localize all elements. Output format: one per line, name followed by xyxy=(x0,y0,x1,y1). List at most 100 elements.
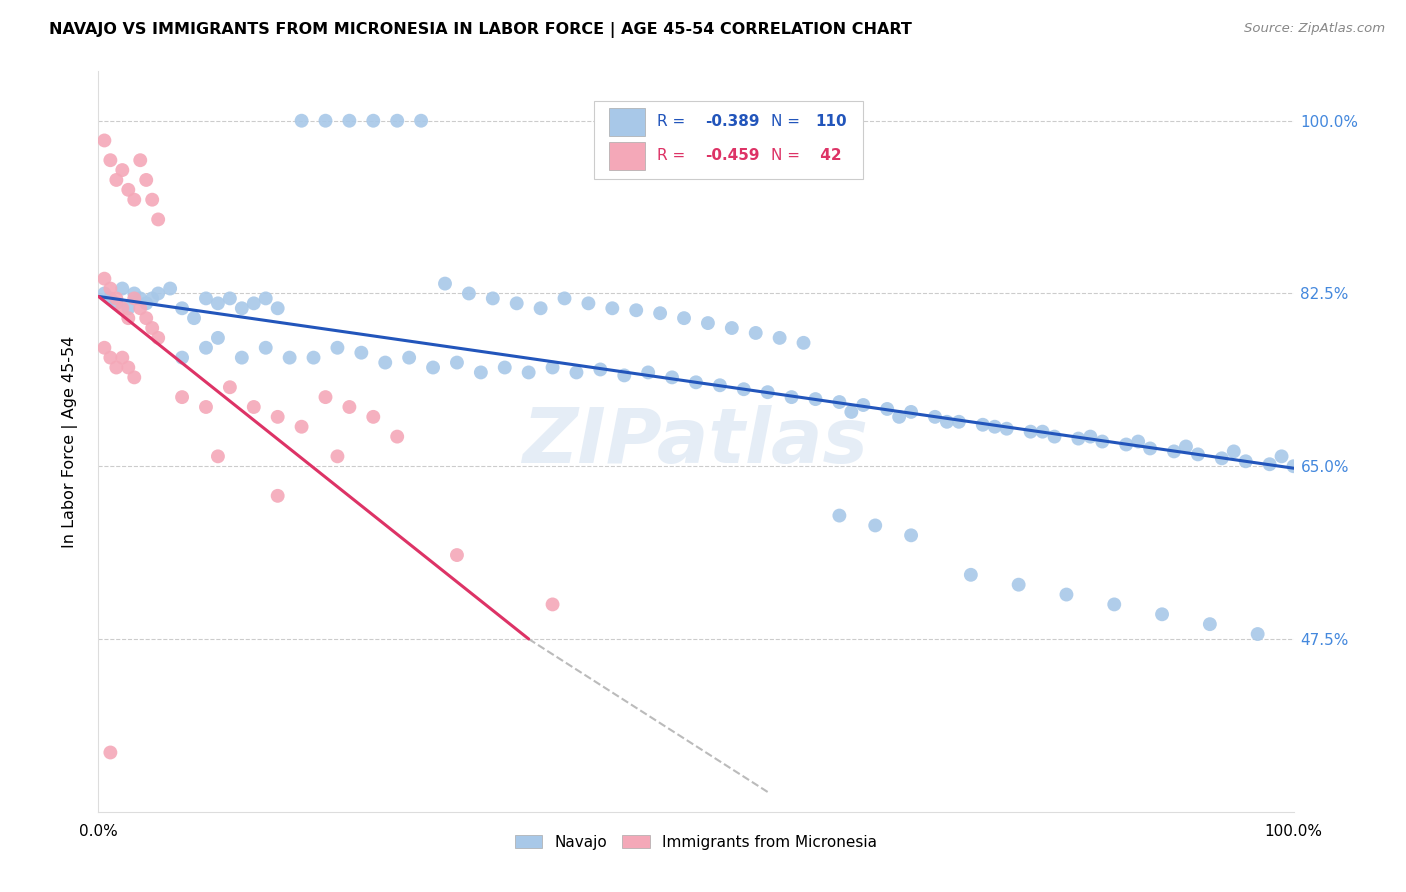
Point xyxy=(135,311,157,326)
Text: 110: 110 xyxy=(815,114,846,129)
Point xyxy=(326,450,349,464)
Point xyxy=(865,518,887,533)
Point xyxy=(673,311,696,326)
Point xyxy=(1271,450,1294,464)
Point xyxy=(1091,434,1114,449)
Text: R =: R = xyxy=(657,114,690,129)
Point xyxy=(135,173,157,187)
Point xyxy=(315,113,337,128)
Point xyxy=(135,296,157,310)
Point xyxy=(828,395,851,409)
Point xyxy=(254,341,277,355)
Point xyxy=(93,271,115,285)
Point xyxy=(541,360,564,375)
Text: N =: N = xyxy=(772,148,806,163)
FancyBboxPatch shape xyxy=(595,101,863,178)
Point xyxy=(111,163,134,178)
Point xyxy=(129,153,152,168)
Point xyxy=(315,390,337,404)
Point xyxy=(494,360,516,375)
Legend: Navajo, Immigrants from Micronesia: Navajo, Immigrants from Micronesia xyxy=(509,829,883,856)
Point xyxy=(117,183,139,197)
Point xyxy=(111,301,134,316)
Point xyxy=(972,417,994,432)
Point xyxy=(554,292,576,306)
Point xyxy=(148,212,170,227)
Point xyxy=(685,376,707,390)
Point xyxy=(1234,454,1257,468)
Text: N =: N = xyxy=(772,114,806,129)
Point xyxy=(889,409,911,424)
Point xyxy=(900,528,922,542)
Point xyxy=(876,401,898,416)
Point xyxy=(374,355,396,369)
Point xyxy=(793,335,815,350)
Point xyxy=(1247,627,1270,641)
Point xyxy=(124,292,146,306)
Point xyxy=(756,385,779,400)
Point xyxy=(517,366,540,380)
Text: NAVAJO VS IMMIGRANTS FROM MICRONESIA IN LABOR FORCE | AGE 45-54 CORRELATION CHAR: NAVAJO VS IMMIGRANTS FROM MICRONESIA IN … xyxy=(49,22,912,38)
Point xyxy=(446,355,468,369)
Point xyxy=(745,326,768,340)
Point xyxy=(936,415,959,429)
Point xyxy=(363,113,385,128)
Point xyxy=(995,422,1018,436)
Point xyxy=(111,351,134,365)
Point xyxy=(124,370,146,384)
Point xyxy=(98,746,122,760)
Point xyxy=(243,296,266,310)
Point xyxy=(852,398,875,412)
Point xyxy=(141,292,163,306)
Y-axis label: In Labor Force | Age 45-54: In Labor Force | Age 45-54 xyxy=(62,335,77,548)
Point xyxy=(195,341,218,355)
Point xyxy=(98,351,122,365)
Point xyxy=(124,286,146,301)
Point xyxy=(219,380,242,394)
Point xyxy=(530,301,553,316)
Point xyxy=(506,296,529,310)
Point xyxy=(411,113,433,128)
Point xyxy=(129,292,152,306)
Point xyxy=(589,362,612,376)
Point xyxy=(1128,434,1150,449)
Point xyxy=(105,292,128,306)
Point xyxy=(948,415,970,429)
Point xyxy=(105,296,128,310)
Point xyxy=(984,419,1007,434)
Point xyxy=(458,286,481,301)
Point xyxy=(302,351,325,365)
Point xyxy=(385,113,409,128)
Text: Source: ZipAtlas.com: Source: ZipAtlas.com xyxy=(1244,22,1385,36)
Point xyxy=(637,366,659,380)
Point xyxy=(1008,577,1031,591)
Point xyxy=(828,508,851,523)
Point xyxy=(434,277,457,291)
Point xyxy=(697,316,720,330)
Point xyxy=(398,351,420,365)
Point xyxy=(1139,442,1161,456)
Point xyxy=(129,301,152,316)
Point xyxy=(900,405,922,419)
Point xyxy=(141,321,163,335)
Point xyxy=(470,366,492,380)
Bar xyxy=(609,108,644,136)
Point xyxy=(1032,425,1054,439)
Point xyxy=(105,173,128,187)
Point xyxy=(105,360,128,375)
Point xyxy=(159,281,181,295)
Point xyxy=(172,390,194,404)
Point xyxy=(1282,459,1305,474)
Point xyxy=(124,193,146,207)
Point xyxy=(195,292,218,306)
Point xyxy=(93,341,115,355)
Point xyxy=(183,311,205,326)
Point xyxy=(254,292,277,306)
Point xyxy=(541,598,564,612)
Point xyxy=(231,351,253,365)
Point xyxy=(1019,425,1042,439)
Point xyxy=(481,292,505,306)
Point xyxy=(141,193,163,207)
Point xyxy=(291,419,314,434)
Point xyxy=(1080,429,1102,443)
